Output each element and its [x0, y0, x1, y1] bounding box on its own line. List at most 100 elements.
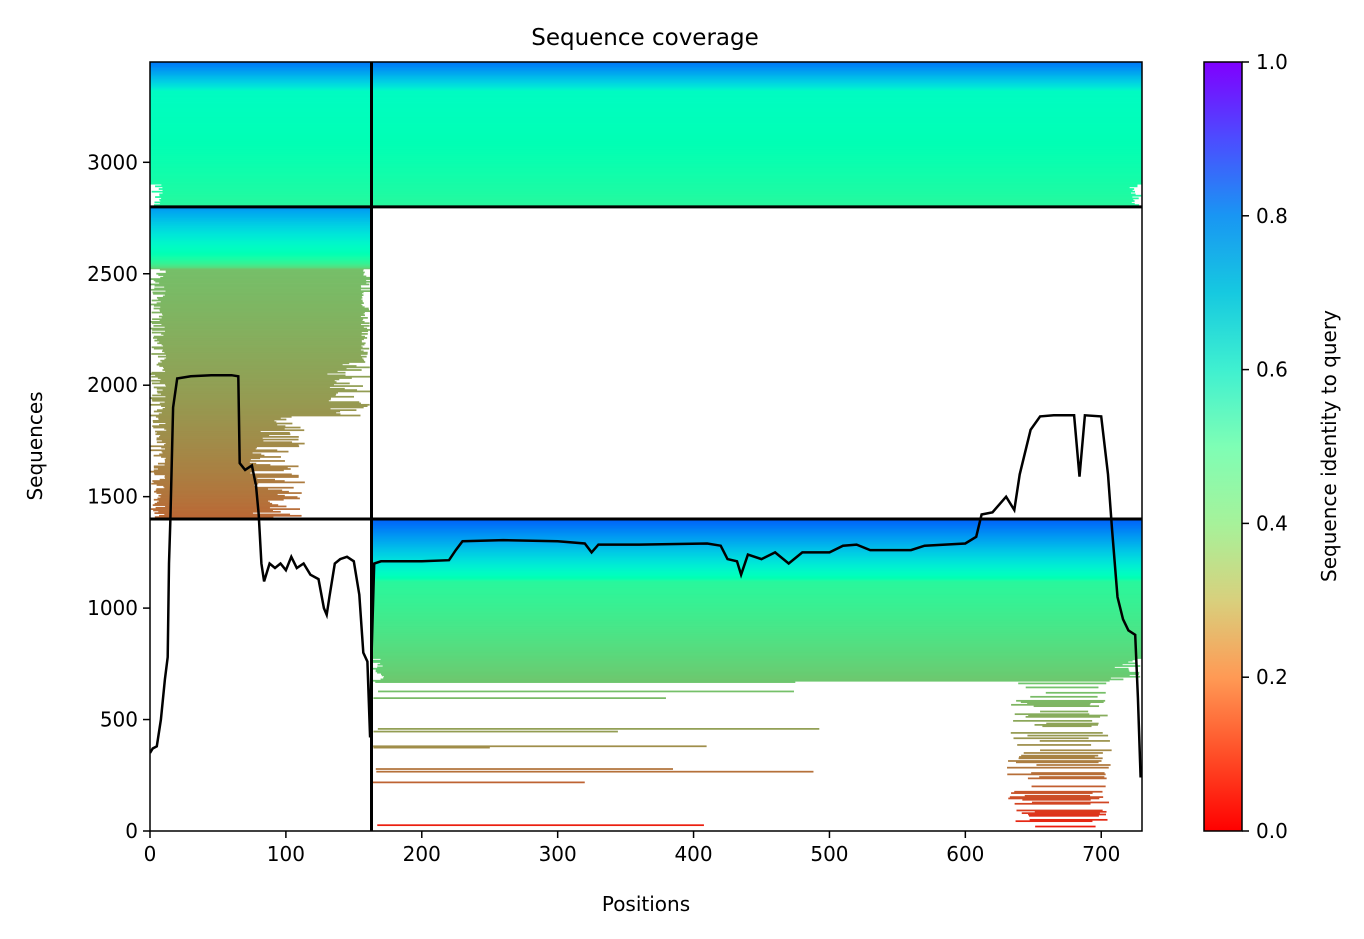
- msa-row: [152, 480, 285, 482]
- msa-row: [371, 655, 1142, 658]
- msa-row: [371, 547, 1142, 550]
- msa-row: [150, 176, 1142, 178]
- msa-row: [371, 604, 1142, 607]
- msa-row: [165, 505, 287, 508]
- msa-row: [371, 608, 1142, 611]
- msa-row: [151, 382, 350, 385]
- msa-row: [152, 318, 364, 321]
- msa-row: [165, 271, 365, 274]
- coverage-line: [150, 373, 1142, 778]
- msa-row: [150, 121, 1142, 124]
- msa-row: [160, 200, 1135, 202]
- msa-row: [371, 596, 1142, 599]
- msa-row: [150, 109, 1142, 111]
- msa-row: [161, 393, 337, 395]
- msa-row: [371, 542, 1142, 544]
- msa-row: [150, 242, 372, 244]
- msa-row: [371, 614, 1142, 617]
- msa-row: [154, 472, 251, 474]
- msa-row: [157, 468, 291, 470]
- msa-row: [371, 563, 1142, 566]
- msa-row: [150, 182, 1142, 185]
- msa-row: [371, 562, 1142, 564]
- msa-row: [382, 665, 1141, 667]
- y-tick-label: 1500: [87, 485, 138, 509]
- x-tick-label: 700: [1082, 842, 1120, 866]
- msa-row: [165, 383, 334, 386]
- msa-row: [164, 286, 362, 288]
- msa-row: [155, 196, 1133, 198]
- msa-row: [371, 625, 1142, 627]
- msa-row: [1039, 776, 1105, 778]
- msa-row: [371, 590, 1142, 593]
- msa-row: [1033, 705, 1100, 708]
- msa-row: [380, 658, 1136, 661]
- msa-row: [161, 405, 368, 408]
- msa-row: [165, 395, 355, 398]
- msa-row: [375, 669, 1129, 671]
- msa-row: [371, 570, 1142, 572]
- msa-row: [156, 501, 270, 504]
- msa-row: [150, 243, 372, 246]
- msa-row: [165, 385, 363, 387]
- msa-row: [150, 130, 1142, 133]
- msa-row: [371, 617, 1142, 619]
- msa-row: [371, 550, 1142, 552]
- msa-row: [151, 398, 331, 401]
- msa-row: [159, 282, 367, 284]
- msa-row: [371, 607, 1142, 610]
- msa-row: [150, 445, 300, 448]
- msa-row: [371, 657, 1142, 659]
- msa-row: [150, 250, 372, 252]
- msa-row: [162, 452, 253, 454]
- msa-row: [152, 291, 364, 294]
- msa-row: [159, 478, 275, 481]
- msa-row: [371, 579, 1142, 582]
- msa-row: [371, 622, 1142, 625]
- msa-row: [371, 560, 1142, 563]
- msa-row: [371, 598, 1142, 601]
- msa-row: [156, 488, 268, 490]
- msa-row: [371, 637, 1142, 639]
- msa-row: [165, 442, 305, 445]
- msa-row: [1027, 734, 1109, 737]
- msa-row: [1031, 772, 1105, 774]
- msa-row: [156, 438, 299, 441]
- msa-row: [157, 342, 366, 345]
- msa-row: [1016, 809, 1103, 812]
- msa-row: [371, 587, 1142, 590]
- msa-row: [150, 98, 1142, 101]
- msa-row: [373, 745, 707, 748]
- msa-row: [151, 346, 363, 349]
- msa-row: [159, 453, 262, 456]
- msa-row: [157, 391, 338, 394]
- msa-row: [158, 274, 364, 276]
- msa-row: [371, 618, 1142, 621]
- msa-row: [150, 62, 1142, 65]
- msa-row: [152, 394, 336, 397]
- msa-row: [150, 146, 1142, 149]
- msa-row: [150, 212, 372, 215]
- msa-row: [150, 70, 1142, 73]
- msa-row: [371, 558, 1142, 560]
- msa-row: [371, 576, 1142, 579]
- msa-row: [153, 465, 299, 468]
- msa-row: [156, 432, 290, 434]
- msa-row: [150, 87, 1142, 90]
- msa-row: [373, 661, 1129, 663]
- msa-row: [150, 214, 372, 216]
- msa-row: [153, 279, 367, 282]
- msa-row: [166, 429, 305, 432]
- x-tick-label: 600: [946, 842, 984, 866]
- msa-row: [150, 126, 1142, 129]
- x-tick-label: 400: [674, 842, 712, 866]
- msa-row: [1018, 757, 1103, 760]
- msa-row: [162, 314, 365, 317]
- msa-row: [159, 268, 364, 271]
- msa-row: [150, 75, 1142, 78]
- msa-row: [1013, 737, 1089, 740]
- msa-row: [159, 514, 302, 517]
- msa-row: [371, 526, 1142, 528]
- msa-row: [150, 67, 1142, 70]
- msa-row: [152, 399, 329, 402]
